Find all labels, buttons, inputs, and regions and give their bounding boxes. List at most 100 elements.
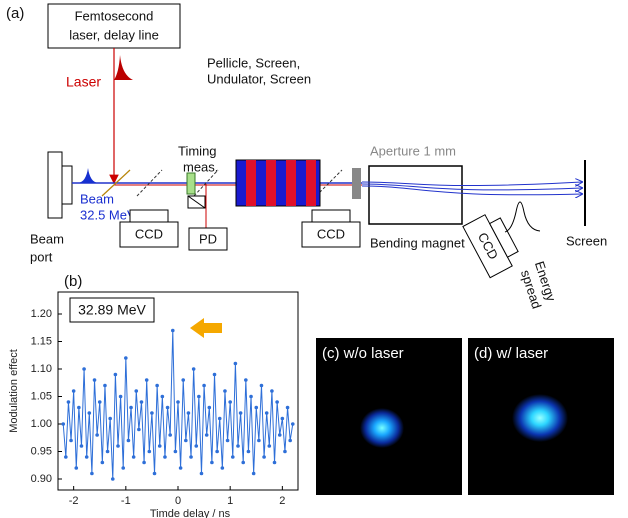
x-tick-label: -2	[69, 495, 79, 507]
data-point	[103, 384, 107, 388]
data-point	[72, 389, 76, 393]
data-point	[215, 450, 219, 454]
data-point	[202, 384, 206, 388]
data-point	[283, 450, 287, 454]
data-point	[61, 422, 65, 426]
undulator-pole	[306, 160, 316, 206]
beam-port-label: Beam	[30, 231, 64, 246]
aperture-label: Aperture 1 mm	[370, 143, 456, 158]
annotation: 32.89 MeV	[78, 302, 146, 318]
data-point	[210, 461, 214, 465]
data-point	[127, 439, 131, 443]
energy-label: Energy spread	[517, 259, 560, 310]
data-point	[129, 406, 133, 410]
data-point	[221, 466, 225, 470]
data-point	[257, 439, 261, 443]
x-tick-label: 0	[175, 495, 181, 507]
data-point	[67, 400, 71, 404]
data-point	[140, 400, 144, 404]
panel-label: (d) w/ laser	[474, 345, 548, 362]
beam-port	[48, 152, 62, 218]
pd-label: PD	[199, 231, 217, 246]
data-point	[137, 428, 141, 432]
panel-label: (a)	[6, 5, 24, 22]
data-line	[63, 331, 293, 480]
magnet	[369, 166, 462, 224]
beam-port	[62, 166, 72, 204]
x-axis-label: Timde delay / ns	[150, 508, 231, 518]
data-point	[116, 444, 120, 448]
data-point	[249, 395, 253, 399]
data-point	[200, 472, 204, 476]
data-point	[218, 417, 222, 421]
y-tick-label: 1.00	[31, 418, 52, 430]
data-point	[121, 466, 125, 470]
data-point	[213, 373, 217, 377]
ccd-body	[130, 210, 168, 222]
data-point	[181, 378, 185, 382]
data-point	[234, 362, 238, 366]
data-point	[106, 450, 110, 454]
data-point	[119, 395, 123, 399]
data-point	[288, 439, 292, 443]
beam-label: 32.5 MeV	[80, 207, 136, 222]
laser-label: Laser	[66, 74, 101, 90]
arrow-icon	[190, 318, 222, 338]
data-point	[205, 433, 209, 437]
screen-label: Screen	[566, 233, 607, 248]
data-point	[161, 395, 165, 399]
data-point	[155, 384, 159, 388]
data-point	[244, 378, 248, 382]
y-tick-label: 1.20	[31, 308, 52, 320]
data-point	[101, 461, 105, 465]
data-point	[153, 472, 157, 476]
beam-path	[362, 186, 582, 195]
data-point	[88, 411, 92, 415]
beam-label: Beam	[80, 191, 114, 206]
x-tick-label: 2	[279, 495, 285, 507]
data-point	[80, 444, 84, 448]
data-point	[254, 406, 258, 410]
ccd-body	[312, 210, 350, 222]
data-point	[142, 461, 146, 465]
undulator-label: Undulator, Screen	[207, 71, 311, 86]
data-point	[132, 455, 136, 459]
data-point	[171, 329, 175, 333]
data-point	[273, 461, 277, 465]
data-point	[148, 450, 152, 454]
x-tick-label: 1	[227, 495, 233, 507]
data-point	[247, 450, 251, 454]
y-tick-label: 1.10	[31, 363, 52, 375]
undulator-pole	[246, 160, 256, 206]
data-point	[270, 389, 274, 393]
data-point	[208, 406, 212, 410]
ccd-label: CCD	[317, 226, 345, 241]
laser-box-text: Femtosecond	[75, 8, 154, 23]
data-point	[145, 378, 149, 382]
data-point	[111, 477, 115, 481]
data-point	[275, 400, 279, 404]
data-point	[163, 455, 167, 459]
data-point	[69, 439, 73, 443]
figure-svg: (a) Femtosecond laser, delay line Laser …	[0, 0, 628, 518]
data-point	[231, 455, 235, 459]
data-point	[85, 455, 89, 459]
data-point	[158, 444, 162, 448]
data-point	[192, 367, 196, 371]
y-tick-label: 0.90	[31, 473, 52, 485]
figure: (a) Femtosecond laser, delay line Laser …	[0, 0, 628, 518]
data-point	[90, 472, 94, 476]
panel-label: (b)	[64, 273, 82, 290]
beam-port-label: port	[30, 249, 53, 264]
laser-pulse	[114, 55, 133, 80]
timing-label: meas.	[183, 159, 218, 174]
magnet-label: Bending magnet	[370, 235, 465, 250]
data-point	[265, 411, 269, 415]
data-point	[197, 395, 201, 399]
beam-pulse	[78, 168, 98, 183]
data-point	[226, 439, 230, 443]
data-point	[187, 411, 191, 415]
y-tick-label: 1.05	[31, 390, 52, 402]
data-point	[291, 422, 295, 426]
data-point	[241, 461, 245, 465]
